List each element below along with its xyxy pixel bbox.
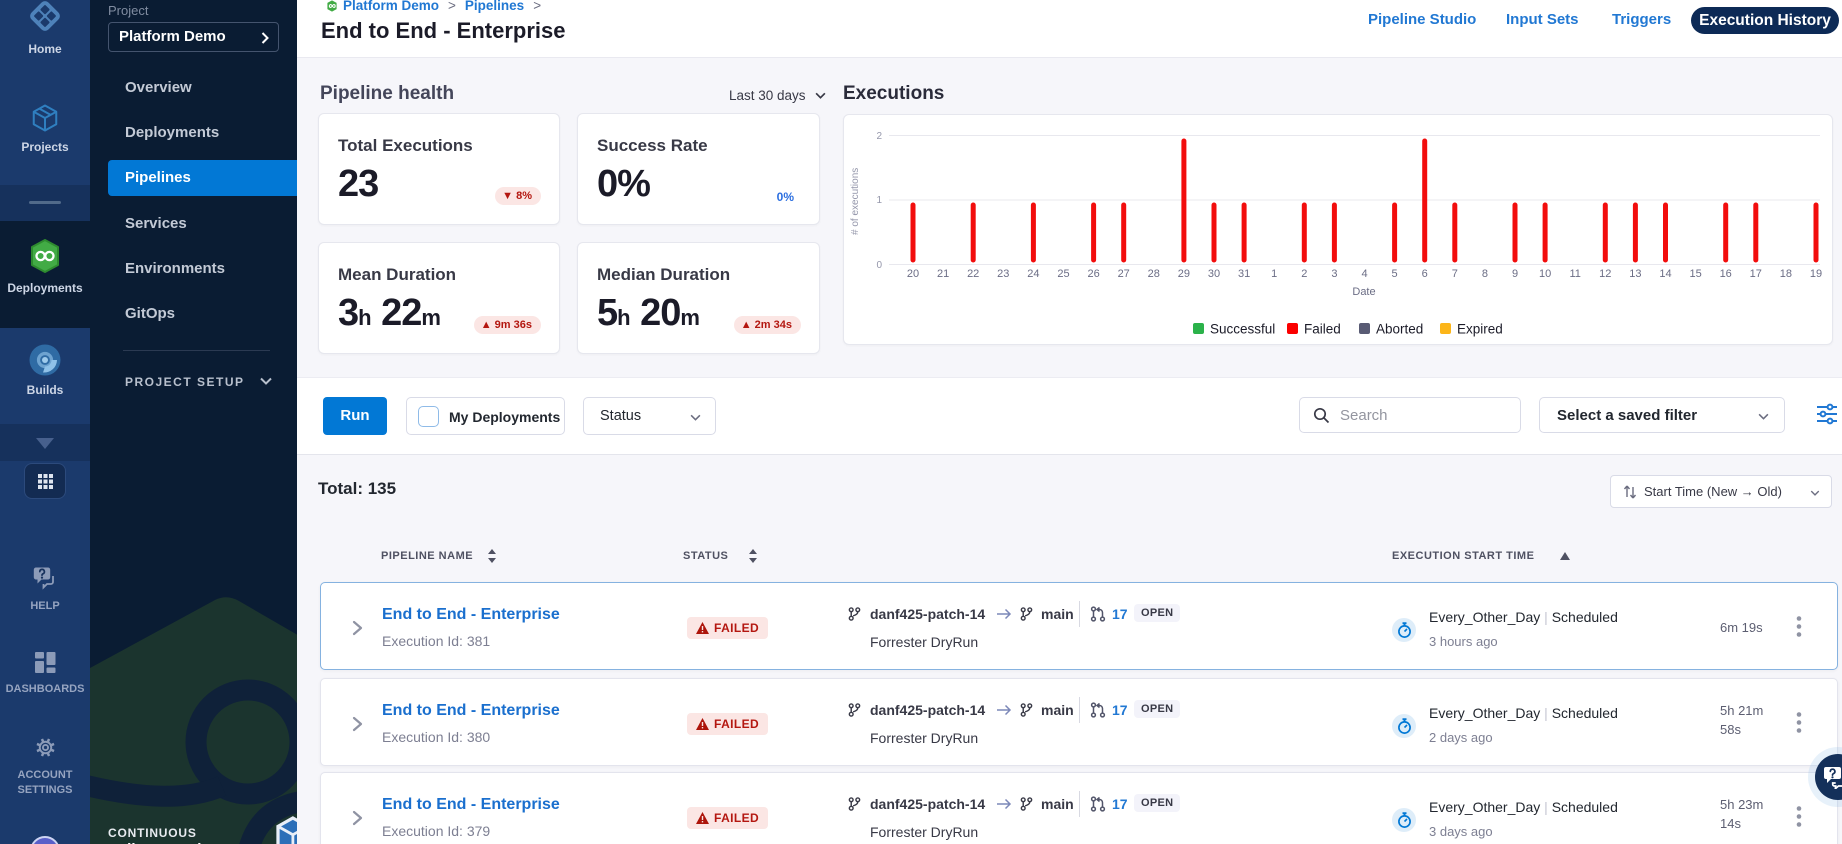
svg-text:28: 28 [1148,268,1160,280]
svg-text:23: 23 [997,268,1009,280]
svg-text:27: 27 [1118,268,1130,280]
svg-text:0: 0 [876,260,882,271]
svg-text:24: 24 [1027,268,1039,280]
svg-text:Date: Date [1352,286,1375,298]
svg-text:4: 4 [1361,268,1367,280]
svg-text:Expired: Expired [1457,322,1503,337]
svg-text:19: 19 [1810,268,1822,280]
svg-text:11: 11 [1569,268,1580,280]
svg-text:31: 31 [1238,268,1250,280]
svg-text:Failed: Failed [1304,322,1341,337]
svg-text:25: 25 [1057,268,1069,280]
svg-text:20: 20 [907,268,919,280]
svg-text:13: 13 [1629,268,1641,280]
svg-text:6: 6 [1422,268,1428,280]
svg-text:18: 18 [1780,268,1792,280]
svg-text:5: 5 [1392,268,1398,280]
svg-text:29: 29 [1178,268,1190,280]
svg-text:12: 12 [1599,268,1611,280]
svg-text:3: 3 [1331,268,1337,280]
svg-text:Successful: Successful [1210,322,1275,337]
svg-text:30: 30 [1208,268,1220,280]
svg-text:8: 8 [1482,268,1488,280]
svg-text:15: 15 [1689,268,1701,280]
svg-text:2: 2 [876,131,882,142]
svg-text:1: 1 [1271,268,1277,280]
svg-text:7: 7 [1452,268,1458,280]
svg-text:26: 26 [1087,268,1099,280]
svg-text:10: 10 [1539,268,1551,280]
svg-text:21: 21 [937,268,949,280]
svg-text:2: 2 [1301,268,1307,280]
svg-text:16: 16 [1720,268,1732,280]
svg-text:22: 22 [967,268,979,280]
svg-text:17: 17 [1750,268,1762,280]
svg-text:# of executions: # of executions [850,168,861,235]
svg-text:Aborted: Aborted [1376,322,1423,337]
svg-text:1: 1 [876,195,882,206]
svg-text:14: 14 [1659,268,1671,280]
svg-text:9: 9 [1512,268,1518,280]
